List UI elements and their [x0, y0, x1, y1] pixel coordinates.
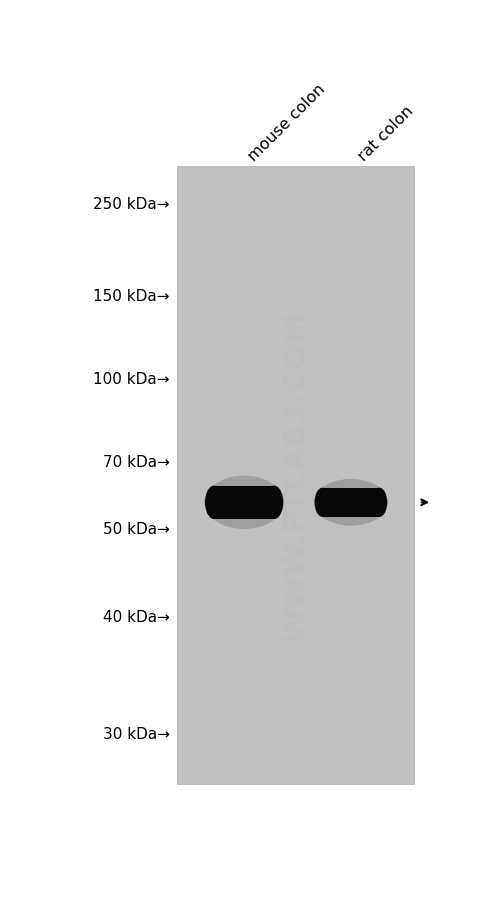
Text: 250 kDa→: 250 kDa→ — [93, 197, 170, 212]
Text: WWW.PTLAB3.COM: WWW.PTLAB3.COM — [282, 311, 311, 641]
Text: rat colon: rat colon — [356, 103, 417, 164]
Bar — [177, 167, 415, 786]
Ellipse shape — [205, 486, 223, 520]
Text: 30 kDa→: 30 kDa→ — [103, 726, 170, 741]
Ellipse shape — [265, 486, 283, 520]
Ellipse shape — [314, 479, 388, 526]
Text: 50 kDa→: 50 kDa→ — [103, 521, 170, 536]
Bar — [214, 486, 274, 520]
Text: 100 kDa→: 100 kDa→ — [93, 372, 170, 387]
Text: mouse colon: mouse colon — [246, 81, 329, 164]
Bar — [323, 488, 379, 518]
Ellipse shape — [204, 476, 284, 529]
Text: 150 kDa→: 150 kDa→ — [93, 289, 170, 303]
Text: 70 kDa→: 70 kDa→ — [103, 455, 170, 470]
Ellipse shape — [314, 488, 330, 518]
Text: 40 kDa→: 40 kDa→ — [103, 609, 170, 624]
Ellipse shape — [372, 488, 387, 518]
